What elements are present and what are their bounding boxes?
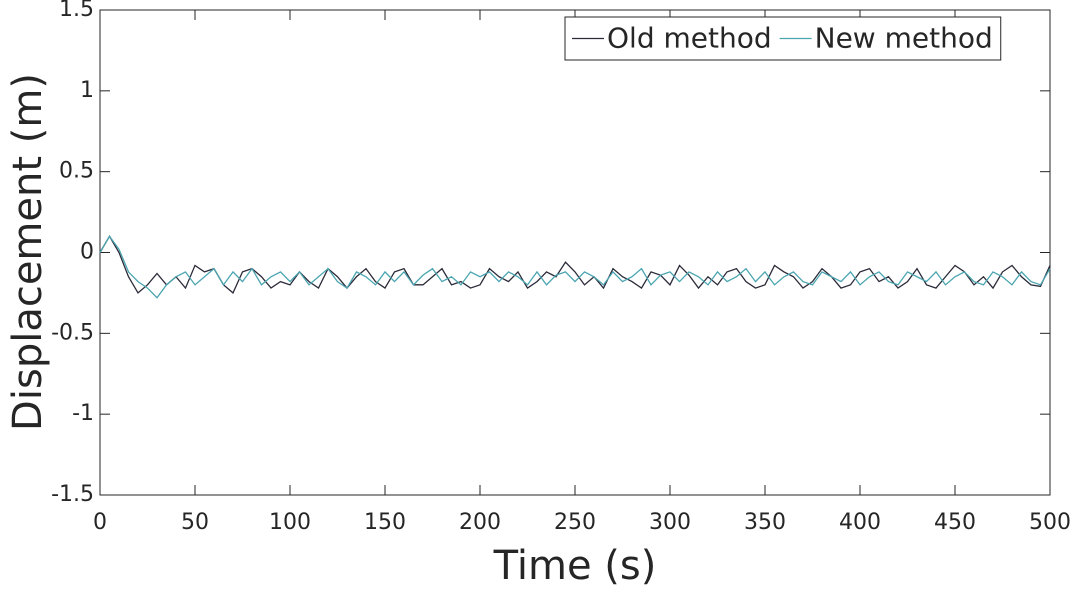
x-tick-label: 300 <box>649 510 691 535</box>
y-tick-label: -1.5 <box>51 482 94 507</box>
plot-area <box>99 9 1051 496</box>
x-axis-label: Time (s) <box>493 543 657 589</box>
y-tick-label: 0 <box>80 240 94 265</box>
x-tick-label: 150 <box>364 510 406 535</box>
x-tick-label: 450 <box>934 510 976 535</box>
x-tick-label: 100 <box>269 510 311 535</box>
x-tick-label: 500 <box>1029 510 1071 535</box>
y-axis-label: Displacement (m) <box>5 73 51 431</box>
data-line <box>99 235 1051 299</box>
y-tick-label: 1.5 <box>59 0 94 22</box>
y-tick-label: 1 <box>80 78 94 103</box>
y-tick-label: -0.5 <box>51 320 94 345</box>
x-tick-label: 200 <box>459 510 501 535</box>
x-tick-label: 0 <box>93 510 107 535</box>
legend-label: Old method <box>607 22 772 55</box>
y-tick-label: -1 <box>72 401 94 426</box>
x-tick-label: 250 <box>554 510 596 535</box>
x-tick-label: 50 <box>181 510 209 535</box>
x-tick-label: 350 <box>744 510 786 535</box>
y-tick-label: 0.5 <box>59 159 94 184</box>
legend-label: New method <box>815 22 993 55</box>
x-tick-label: 400 <box>839 510 881 535</box>
data-line <box>99 235 1051 294</box>
